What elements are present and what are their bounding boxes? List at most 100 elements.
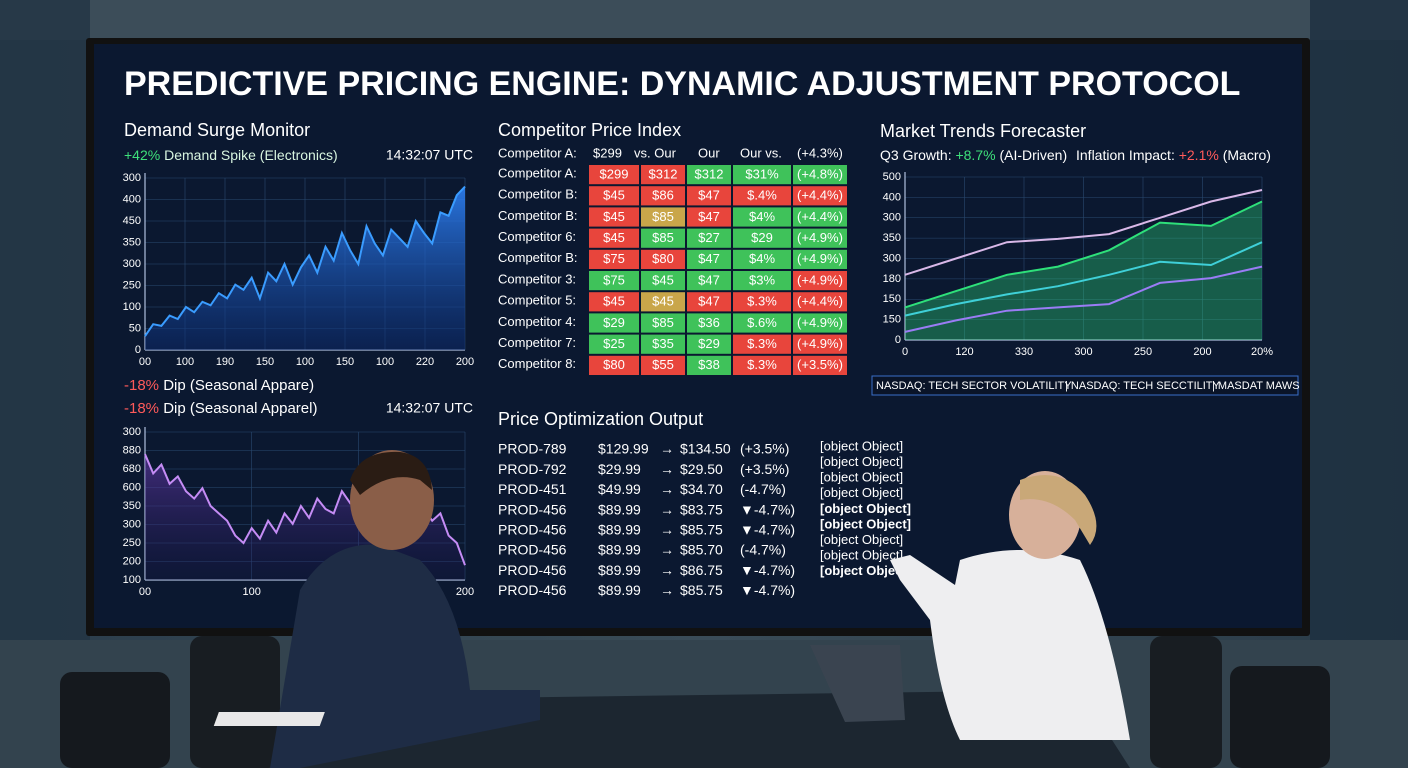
- x-tick-label: 120: [955, 346, 973, 358]
- row-label: Competitor 6:: [498, 229, 576, 244]
- price-cell: [641, 165, 685, 185]
- y-tick-label: 400: [123, 193, 141, 205]
- cell-text: (+4.9%): [797, 315, 843, 330]
- price-cell: [793, 249, 847, 269]
- price-cell: [641, 228, 685, 248]
- price-cell: [589, 355, 639, 375]
- output-cell: $89.99: [598, 542, 641, 558]
- output-cell: $85.75: [680, 522, 723, 538]
- price-cell: [793, 271, 847, 291]
- y-tick-label: 300: [123, 426, 141, 438]
- output-cell: ▼-4.7%): [740, 562, 795, 578]
- x-tick-label: 250: [1134, 346, 1152, 358]
- line: [904, 265, 1263, 333]
- cell-text: (+4.4%): [797, 188, 843, 203]
- price-cell: [733, 271, 791, 291]
- price-cell: [589, 271, 639, 291]
- price-cell: [589, 249, 639, 269]
- line: [144, 185, 466, 337]
- cell-text: (+3.5%): [797, 357, 843, 372]
- y-tick-label: 300: [883, 212, 901, 224]
- timestamp: 14:32:07 UTC: [386, 400, 473, 416]
- x-tick-label: 100: [296, 356, 314, 368]
- x-tick-label: 220: [416, 356, 434, 368]
- alert-part: Demand Spike (Electronics): [160, 147, 337, 163]
- output-cell: $89.99: [598, 501, 641, 517]
- y-tick-label: 350: [883, 232, 901, 244]
- price-cell: [733, 355, 791, 375]
- dashboard-title: PREDICTIVE PRICING ENGINE: DYNAMIC ADJUS…: [124, 65, 1240, 103]
- price-cell: [733, 165, 791, 185]
- note-line: [object Object]: [820, 563, 911, 578]
- output-cell: (+3.5%): [740, 441, 789, 457]
- price-cell: [641, 292, 685, 312]
- x-tick-label: 150: [336, 356, 354, 368]
- price-cell: [589, 186, 639, 206]
- output-cell: →: [660, 562, 674, 578]
- table-header: vs. Our: [634, 145, 677, 160]
- cell-text: $.3%: [747, 357, 777, 372]
- y-tick-label: 50: [129, 322, 141, 334]
- output-cell: ▼-4.7%): [740, 582, 795, 598]
- price-cell: [793, 355, 847, 375]
- cell-text: $29: [603, 315, 625, 330]
- area: [905, 201, 1262, 340]
- output-cell: PROD-451: [498, 481, 567, 497]
- row-label: Competitor 5:: [498, 293, 576, 308]
- price-cell: [733, 334, 791, 354]
- y-tick-label: 500: [883, 171, 901, 183]
- cell-text: $36: [698, 315, 720, 330]
- cell-text: $38: [698, 357, 720, 372]
- line: [904, 189, 1263, 276]
- price-cell: [589, 207, 639, 227]
- price-cell: [793, 186, 847, 206]
- price-cell: [589, 334, 639, 354]
- cell-text: $85: [652, 315, 674, 330]
- output-cell: PROD-789: [498, 441, 567, 457]
- chair: [1230, 666, 1330, 768]
- y-tick-label: 350: [123, 236, 141, 248]
- x-tick-label: 200: [1193, 346, 1211, 358]
- cell-text: $45: [652, 272, 674, 287]
- x-tick-label: 100: [176, 356, 194, 368]
- price-cell: [589, 313, 639, 333]
- row-label: Competitor B:: [498, 250, 577, 265]
- ceiling: [0, 0, 1408, 40]
- cell-text: $75: [603, 251, 625, 266]
- paper: [213, 712, 325, 726]
- x-tick-label: 300: [1074, 346, 1092, 358]
- x-tick-label: 200: [456, 356, 474, 368]
- output-cell: PROD-456: [498, 522, 567, 538]
- row-label: Competitor 7:: [498, 335, 576, 350]
- output-cell: $83.75: [680, 501, 723, 517]
- price-cell: [641, 313, 685, 333]
- alert-part: +42%: [124, 147, 160, 163]
- alert: -18% Dip (Seasonal Apparel): [124, 400, 317, 417]
- price-cell: [687, 292, 731, 312]
- metric-part: Q3 Growth:: [880, 147, 955, 163]
- cell-text: $85: [652, 209, 674, 224]
- table-header: Our: [698, 145, 720, 160]
- cell-text: $.6%: [747, 315, 777, 330]
- x-tick-label: 200: [456, 586, 474, 598]
- cell-text: $3%: [749, 272, 775, 287]
- metric-part: +2.1%: [1179, 147, 1219, 163]
- panel-title: Price Optimization Output: [498, 409, 703, 429]
- x-tick-label: 100: [242, 586, 260, 598]
- output-cell: $86.75: [680, 562, 723, 578]
- cell-text: (+4.4%): [797, 294, 843, 309]
- x-tick-label: 190: [216, 356, 234, 368]
- row-label: Competitor B:: [498, 208, 577, 223]
- cell-text: $80: [652, 251, 674, 266]
- y-tick-label: 680: [123, 463, 141, 475]
- output-cell: $29.50: [680, 461, 723, 477]
- chair: [190, 636, 280, 768]
- cell-text: $45: [603, 188, 625, 203]
- cell-text: $75: [603, 272, 625, 287]
- output-cell: $129.99: [598, 441, 649, 457]
- cell-text: $35: [652, 336, 674, 351]
- cell-text: $86: [652, 188, 674, 203]
- cell-text: $312: [649, 166, 678, 181]
- cell-text: $27: [698, 230, 720, 245]
- cell-text: $29: [698, 336, 720, 351]
